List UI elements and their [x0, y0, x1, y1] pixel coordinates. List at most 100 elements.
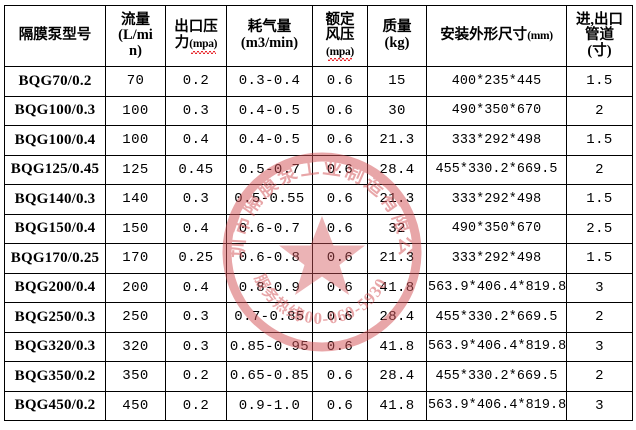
- cell-pipe: 1.5: [566, 243, 633, 274]
- cell-outlet-pressure: 0.3: [165, 331, 227, 362]
- diaphragm-pump-spec-table: 隔膜泵型号 流量 (L/mi n) 出口压 力(mpa) 耗气量 (m3/min…: [4, 5, 633, 421]
- cell-model: BQG100/0.3: [4, 95, 106, 126]
- column-header-dimensions-label: 安装外形尺寸(mm): [440, 27, 553, 44]
- column-header-rated-air-pressure: 额定 风压 (mpa): [312, 5, 368, 67]
- cell-mass: 41.8: [367, 331, 427, 362]
- spellcheck-underline-mpa-rated: (mpa): [326, 45, 354, 62]
- cell-outlet-pressure: 0.2: [165, 390, 227, 421]
- cell-air-consumption: 0.65-0.85: [226, 361, 313, 392]
- cell-rated-air-pressure: 0.6: [312, 184, 368, 215]
- cell-flow: 70: [105, 66, 166, 97]
- table-row: BQG140/0.3 140 0.3 0.5-0.55 0.6 21.3 333*292*4…: [4, 184, 633, 215]
- cell-mass: 21.3: [367, 243, 427, 274]
- cell-model: BQG450/0.2: [4, 390, 106, 421]
- spellcheck-underline-mpa-outlet: (mpa): [189, 38, 218, 54]
- column-header-model: 隔膜泵型号: [4, 5, 106, 67]
- column-header-air-consumption-unit: (m3/min): [240, 35, 299, 51]
- cell-outlet-pressure: 0.4: [165, 213, 227, 244]
- column-header-rated-air-pressure-label1: 额定: [325, 11, 355, 28]
- cell-pipe: 3: [566, 272, 633, 303]
- column-header-pipe-unit: (寸): [587, 42, 612, 59]
- cell-mass: 21.3: [367, 125, 427, 156]
- cell-outlet-pressure: 0.4: [165, 272, 227, 303]
- column-header-outlet-pressure-label1: 出口压: [174, 19, 218, 36]
- cell-dimensions: 400*235*445: [426, 66, 567, 97]
- cell-mass: 28.4: [367, 302, 427, 333]
- cell-model: BQG70/0.2: [4, 66, 106, 97]
- column-header-dimensions: 安装外形尺寸(mm): [426, 5, 567, 67]
- column-header-outlet-pressure: 出口压 力(mpa): [165, 5, 227, 67]
- column-header-air-consumption: 耗气量 (m3/min): [226, 5, 313, 67]
- cell-dimensions: 490*350*670: [426, 213, 567, 244]
- cell-mass: 32: [367, 213, 427, 244]
- cell-pipe: 3: [566, 390, 633, 421]
- cell-model: BQG200/0.4: [4, 272, 106, 303]
- table-row: BQG100/0.3 100 0.3 0.4-0.5 0.6 30 490*350*670 2: [4, 95, 633, 126]
- cell-rated-air-pressure: 0.6: [312, 361, 368, 392]
- table-row: BQG125/0.45 125 0.45 0.5-0.7 0.6 28.4 455*330.…: [4, 154, 633, 185]
- column-header-flow-unit-line1: (L/mi: [118, 27, 153, 44]
- cell-pipe: 2: [566, 154, 633, 185]
- column-header-mass-unit: (kg): [384, 35, 410, 51]
- cell-model: BQG250/0.3: [4, 302, 106, 333]
- cell-rated-air-pressure: 0.6: [312, 66, 368, 97]
- table-row: BQG70/0.2 70 0.2 0.3-0.4 0.6 15 400*235*445 1.5: [4, 66, 633, 97]
- cell-mass: 28.4: [367, 361, 427, 392]
- column-header-flow-unit-line2: n): [129, 42, 142, 59]
- cell-outlet-pressure: 0.3: [165, 95, 227, 126]
- cell-flow: 320: [105, 331, 166, 362]
- cell-flow: 150: [105, 213, 166, 244]
- cell-flow: 170: [105, 243, 166, 274]
- cell-flow: 100: [105, 125, 166, 156]
- cell-outlet-pressure: 0.4: [165, 125, 227, 156]
- table-row: BQG350/0.2 350 0.2 0.65-0.85 0.6 28.4 455*330.…: [4, 361, 633, 392]
- cell-outlet-pressure: 0.2: [165, 361, 227, 392]
- cell-pipe: 1.5: [566, 66, 633, 97]
- cell-air-consumption: 0.6-0.8: [226, 243, 313, 274]
- column-header-model-label: 隔膜泵型号: [18, 27, 92, 44]
- cell-air-consumption: 0.9-1.0: [226, 390, 313, 421]
- column-header-air-consumption-label: 耗气量: [247, 19, 292, 36]
- cell-rated-air-pressure: 0.6: [312, 125, 368, 156]
- cell-dimensions: 333*292*498: [426, 125, 567, 156]
- cell-model: BQG350/0.2: [4, 361, 106, 392]
- table-row: BQG450/0.2 450 0.2 0.9-1.0 0.6 41.8 563.9*406.…: [4, 390, 633, 421]
- cell-flow: 100: [105, 95, 166, 126]
- cell-rated-air-pressure: 0.6: [312, 243, 368, 274]
- cell-air-consumption: 0.4-0.5: [226, 125, 313, 156]
- cell-rated-air-pressure: 0.6: [312, 390, 368, 421]
- cell-flow: 450: [105, 390, 166, 421]
- cell-air-consumption: 0.6-0.7: [226, 213, 313, 244]
- cell-outlet-pressure: 0.2: [165, 66, 227, 97]
- column-header-pipe-label1: 进,出口: [575, 11, 624, 28]
- cell-dimensions: 333*292*498: [426, 184, 567, 215]
- cell-air-consumption: 0.3-0.4: [226, 66, 313, 97]
- cell-dimensions: 563.9*406.4*819.8: [426, 390, 567, 421]
- cell-model: BQG140/0.3: [4, 184, 106, 215]
- cell-flow: 200: [105, 272, 166, 303]
- column-header-mass-label: 质量: [382, 19, 412, 36]
- cell-model: BQG125/0.45: [4, 154, 106, 185]
- cell-mass: 28.4: [367, 154, 427, 185]
- cell-rated-air-pressure: 0.6: [312, 95, 368, 126]
- table-row: BQG150/0.4 150 0.4 0.6-0.7 0.6 32 490*350*670 2…: [4, 213, 633, 244]
- cell-rated-air-pressure: 0.6: [312, 154, 368, 185]
- cell-pipe: 2: [566, 361, 633, 392]
- cell-air-consumption: 0.5-0.55: [226, 184, 313, 215]
- cell-dimensions: 563.9*406.4*819.8: [426, 272, 567, 303]
- cell-mass: 41.8: [367, 272, 427, 303]
- cell-mass: 41.8: [367, 390, 427, 421]
- table-header-row: 隔膜泵型号 流量 (L/mi n) 出口压 力(mpa) 耗气量 (m3/min…: [4, 5, 633, 67]
- cell-air-consumption: 0.4-0.5: [226, 95, 313, 126]
- cell-rated-air-pressure: 0.6: [312, 213, 368, 244]
- cell-dimensions: 563.9*406.4*819.8: [426, 331, 567, 362]
- cell-model: BQG320/0.3: [4, 331, 106, 362]
- column-header-rated-air-pressure-label2: 风压: [325, 27, 355, 44]
- cell-dimensions: 455*330.2*669.5: [426, 154, 567, 185]
- column-header-mass: 质量 (kg): [367, 5, 427, 67]
- cell-mass: 30: [367, 95, 427, 126]
- cell-air-consumption: 0.85-0.95: [226, 331, 313, 362]
- cell-rated-air-pressure: 0.6: [312, 272, 368, 303]
- table-row: BQG320/0.3 320 0.3 0.85-0.95 0.6 41.8 563.9*40…: [4, 331, 633, 362]
